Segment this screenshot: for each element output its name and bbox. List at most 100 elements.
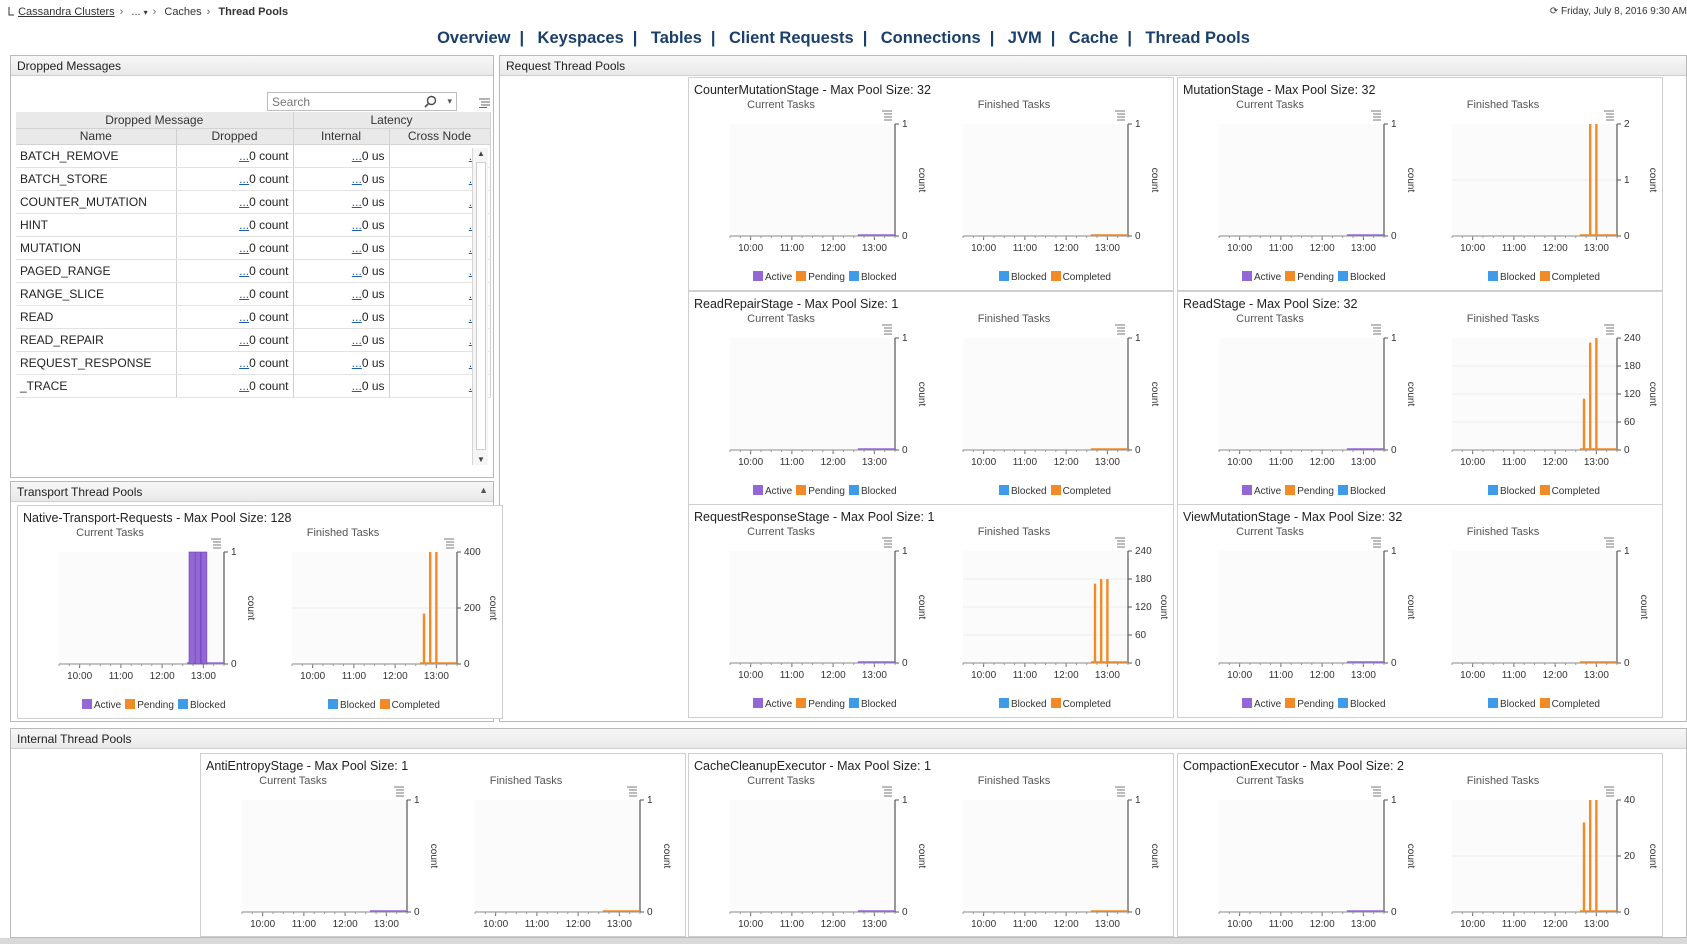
bar-completed[interactable] <box>422 613 426 664</box>
legend-item-blocked[interactable]: Blocked <box>1488 485 1536 497</box>
bar-completed[interactable] <box>1093 583 1097 663</box>
legend-item-blocked[interactable]: Blocked <box>999 485 1047 497</box>
table-row[interactable]: REQUEST_RESPONSE...0 count...0 us...0 <box>16 351 491 375</box>
ellipsis-link[interactable]: ... <box>351 355 362 370</box>
bar-completed[interactable] <box>1106 579 1109 663</box>
table-row[interactable]: BATCH_REMOVE...0 count...0 us...0 <box>16 144 491 168</box>
breadcrumb-home-icon[interactable] <box>8 6 15 18</box>
legend-item-blocked[interactable]: Blocked <box>999 271 1047 283</box>
chart-menu-icon[interactable] <box>1604 786 1614 797</box>
chart-menu-icon[interactable] <box>1371 324 1381 335</box>
chart-menu-icon[interactable] <box>394 786 404 797</box>
bar-completed[interactable] <box>1099 579 1103 663</box>
table-row[interactable]: _TRACE...0 count...0 us...0 <box>16 374 491 398</box>
legend-item-active[interactable]: Active <box>753 271 792 283</box>
bar-completed[interactable] <box>1595 800 1598 912</box>
tab-keyspaces[interactable]: Keyspaces <box>537 29 624 47</box>
ellipsis-link[interactable]: ... <box>239 240 250 255</box>
ellipsis-link[interactable]: ... <box>239 309 250 324</box>
legend-item-completed[interactable]: Completed <box>1539 485 1600 497</box>
legend-item-pending[interactable]: Pending <box>796 698 845 710</box>
table-row[interactable]: BATCH_STORE...0 count...0 us...0 <box>16 167 491 191</box>
bar-completed[interactable] <box>1582 822 1586 912</box>
table-row[interactable]: RANGE_SLICE...0 count...0 us...0 <box>16 282 491 306</box>
chart-menu-icon[interactable] <box>882 110 892 121</box>
bar-completed[interactable] <box>1582 398 1586 450</box>
breadcrumb-cassandra-clusters[interactable]: Cassandra Clusters <box>18 6 115 18</box>
bar-completed[interactable] <box>428 552 432 664</box>
legend-item-active[interactable]: Active <box>753 485 792 497</box>
column-header-internal[interactable]: Internal <box>293 128 390 145</box>
table-row[interactable]: PAGED_RANGE...0 count...0 us...0 <box>16 259 491 283</box>
breadcrumb-caches[interactable]: Caches <box>164 6 202 18</box>
tab-cache[interactable]: Cache <box>1068 29 1119 47</box>
search-box[interactable]: ▾ <box>267 92 457 111</box>
table-row[interactable]: COUNTER_MUTATION...0 count...0 us...0 <box>16 190 491 214</box>
ellipsis-link[interactable]: ... <box>351 378 362 393</box>
chart-menu-icon[interactable] <box>1371 537 1381 548</box>
bar-active[interactable] <box>194 551 201 665</box>
legend-item-completed[interactable]: Completed <box>1539 698 1600 710</box>
legend-item-completed[interactable]: Completed <box>1539 271 1600 283</box>
bar-completed[interactable] <box>1588 800 1592 912</box>
legend-item-pending[interactable]: Pending <box>1285 485 1334 497</box>
bar-completed[interactable] <box>1588 342 1592 450</box>
column-header-dropped[interactable]: Dropped <box>176 128 294 145</box>
ellipsis-link[interactable]: ... <box>351 217 362 232</box>
chart-menu-icon[interactable] <box>1604 324 1614 335</box>
table-row[interactable]: READ...0 count...0 us...0 <box>16 305 491 329</box>
bar-completed[interactable] <box>435 552 438 664</box>
breadcrumb-more[interactable]: ... <box>131 6 141 18</box>
tab-jvm[interactable]: JVM <box>1007 29 1042 47</box>
ellipsis-link[interactable]: ... <box>239 332 250 347</box>
legend-item-completed[interactable]: Completed <box>1050 271 1111 283</box>
column-header-cross-node[interactable]: Cross Node <box>389 128 491 145</box>
refresh-icon[interactable]: ⟳ <box>1549 6 1559 17</box>
tab-tables[interactable]: Tables <box>650 29 702 47</box>
table-row[interactable]: MUTATION...0 count...0 us...0 <box>16 236 491 260</box>
chart-menu-icon[interactable] <box>882 537 892 548</box>
ellipsis-link[interactable]: ... <box>239 217 250 232</box>
bar-completed[interactable] <box>1595 338 1598 450</box>
chart-menu-icon[interactable] <box>1115 324 1125 335</box>
legend-item-blocked[interactable]: Blocked <box>848 271 897 283</box>
legend-item-active[interactable]: Active <box>82 699 121 711</box>
table-row[interactable]: HINT...0 count...0 us...0 <box>16 213 491 237</box>
legend-item-completed[interactable]: Completed <box>379 699 440 711</box>
legend-item-blocked[interactable]: Blocked <box>1488 271 1536 283</box>
legend-item-active[interactable]: Active <box>1242 698 1281 710</box>
legend-item-completed[interactable]: Completed <box>1050 698 1111 710</box>
legend-item-pending[interactable]: Pending <box>1285 271 1334 283</box>
legend-item-active[interactable]: Active <box>1242 485 1281 497</box>
ellipsis-link[interactable]: ... <box>239 355 250 370</box>
bar-completed[interactable] <box>1595 124 1598 236</box>
chart-menu-icon[interactable] <box>882 324 892 335</box>
ellipsis-link[interactable]: ... <box>239 378 250 393</box>
tab-overview[interactable]: Overview <box>437 29 511 47</box>
column-menu-icon[interactable] <box>479 95 491 113</box>
ellipsis-link[interactable]: ... <box>351 148 362 163</box>
ellipsis-link[interactable]: ... <box>351 194 362 209</box>
ellipsis-link[interactable]: ... <box>351 240 362 255</box>
legend-item-blocked[interactable]: Blocked <box>177 699 226 711</box>
ellipsis-link[interactable]: ... <box>351 263 362 278</box>
tab-connections[interactable]: Connections <box>880 29 981 47</box>
legend-item-blocked[interactable]: Blocked <box>328 699 376 711</box>
legend-item-active[interactable]: Active <box>1242 271 1281 283</box>
tab-thread-pools[interactable]: Thread Pools <box>1145 29 1250 47</box>
ellipsis-link[interactable]: ... <box>351 332 362 347</box>
legend-item-blocked[interactable]: Blocked <box>848 485 897 497</box>
chevron-down-icon[interactable]: ▾ <box>447 96 452 106</box>
legend-item-blocked[interactable]: Blocked <box>1337 698 1386 710</box>
legend-item-blocked[interactable]: Blocked <box>999 698 1047 710</box>
chart-menu-icon[interactable] <box>1604 110 1614 121</box>
ellipsis-link[interactable]: ... <box>239 171 250 186</box>
legend-item-blocked[interactable]: Blocked <box>848 698 897 710</box>
chart-menu-icon[interactable] <box>211 538 221 549</box>
legend-item-blocked[interactable]: Blocked <box>1337 271 1386 283</box>
search-icon[interactable] <box>424 95 437 113</box>
ellipsis-link[interactable]: ... <box>351 309 362 324</box>
chart-menu-icon[interactable] <box>1604 537 1614 548</box>
legend-item-pending[interactable]: Pending <box>796 485 845 497</box>
table-scrollbar[interactable]: ▲ ▼ <box>472 148 488 465</box>
